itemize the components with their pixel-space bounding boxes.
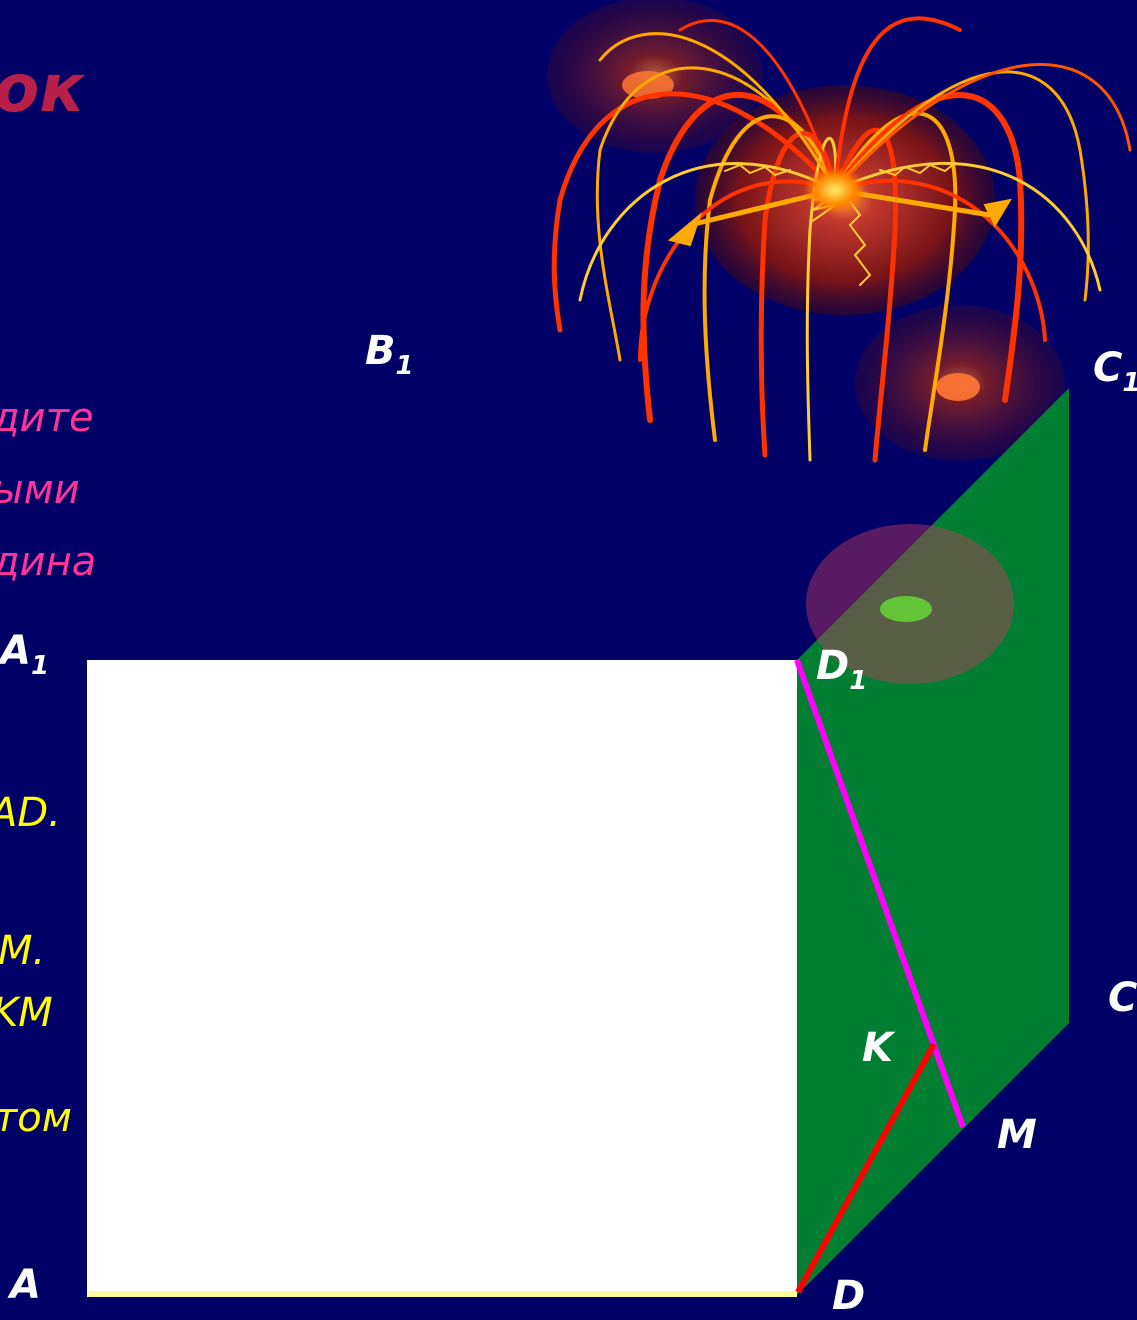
front-face <box>87 660 797 1294</box>
label-a1: A1 <box>0 628 49 681</box>
slide-title: ок <box>0 50 84 127</box>
label-c1: C1 <box>1093 345 1137 398</box>
section-plane <box>797 388 1069 1295</box>
label-k: K <box>862 1025 893 1071</box>
label-d1: D1 <box>816 643 867 696</box>
fireworks-decoration <box>547 0 1065 461</box>
task-text-line-1: дите <box>0 395 94 441</box>
fragment-tom: том <box>0 1095 72 1141</box>
fragment-m: M. <box>0 928 45 974</box>
fragment-km: KM <box>0 990 53 1036</box>
label-d: D <box>832 1273 865 1319</box>
task-text-line-2: ыми <box>0 467 80 513</box>
firework-core <box>803 166 867 214</box>
fragment-ad: AD. <box>0 790 61 836</box>
label-b1: B1 <box>365 328 414 381</box>
label-a: A <box>10 1262 41 1308</box>
task-text-line-3: дина <box>0 539 96 585</box>
label-m: M <box>997 1112 1037 1158</box>
label-c: C <box>1108 975 1137 1021</box>
